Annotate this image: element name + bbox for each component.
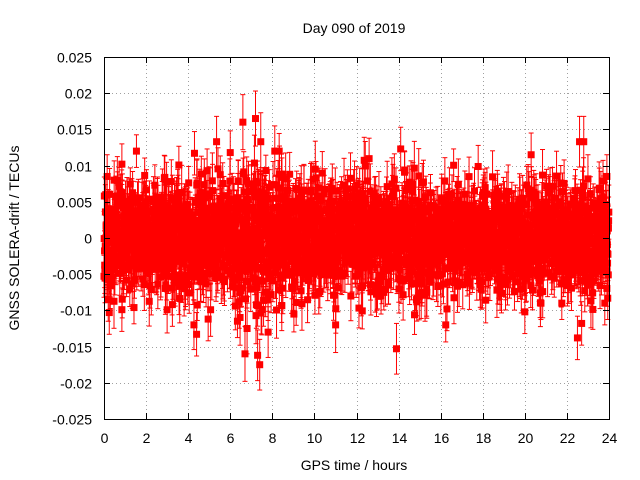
data-point xyxy=(130,290,138,325)
data-point-marker xyxy=(123,276,131,284)
data-point-marker xyxy=(110,297,118,305)
data-point-marker xyxy=(119,204,127,212)
chart-title: Day 090 of 2019 xyxy=(303,20,406,36)
data-point-marker xyxy=(121,262,129,270)
data-layer xyxy=(100,90,613,391)
data-point-marker xyxy=(122,252,130,260)
data-point-marker xyxy=(106,275,114,283)
data-point-marker xyxy=(176,295,184,303)
data-point-marker xyxy=(130,304,138,312)
data-point-marker xyxy=(219,179,227,187)
data-point-marker xyxy=(236,313,244,321)
data-point-marker xyxy=(115,196,123,204)
data-point-marker xyxy=(267,291,275,299)
data-point-marker xyxy=(122,221,130,229)
data-point xyxy=(132,134,140,168)
data-point-marker xyxy=(141,171,149,179)
data-point-marker xyxy=(128,216,136,224)
data-point-marker xyxy=(127,221,135,229)
data-point-marker xyxy=(147,285,155,293)
data-point-marker xyxy=(184,281,192,289)
data-point xyxy=(193,289,201,321)
data-point-marker xyxy=(262,167,270,175)
data-point-marker xyxy=(185,179,193,187)
data-point-marker xyxy=(125,266,133,274)
data-point-marker xyxy=(142,186,150,194)
data-point-marker xyxy=(247,285,255,293)
data-point-marker xyxy=(123,209,131,217)
data-point-marker xyxy=(234,177,242,185)
data-point-marker xyxy=(109,205,117,213)
data-point-marker xyxy=(116,269,124,277)
data-point-marker xyxy=(193,301,201,309)
data-point-marker xyxy=(126,203,134,211)
data-point-marker xyxy=(128,280,136,288)
data-point-marker xyxy=(258,306,266,314)
data-point-marker xyxy=(163,272,171,280)
data-point-marker xyxy=(115,182,123,190)
data-point-marker xyxy=(126,180,134,188)
data-point-marker xyxy=(129,231,137,239)
data-point-marker xyxy=(132,147,140,155)
data-point-marker xyxy=(114,192,122,200)
data-point-marker xyxy=(104,264,112,272)
